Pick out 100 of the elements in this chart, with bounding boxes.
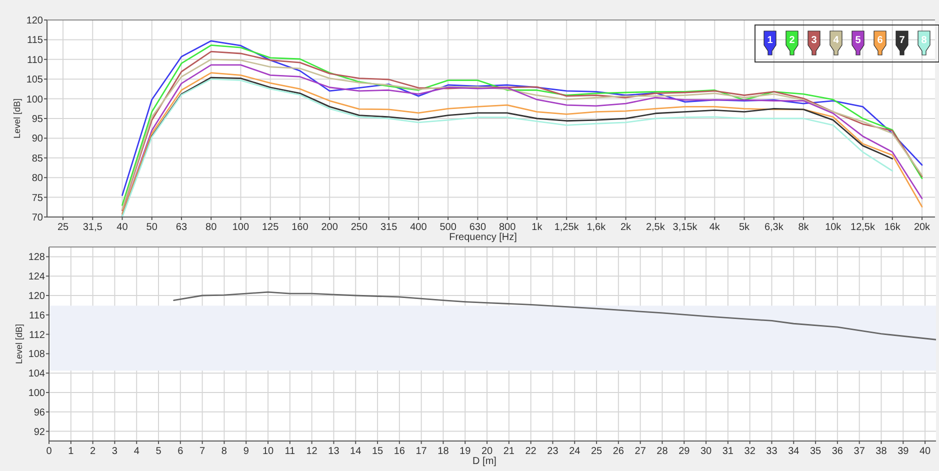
x-tick-label: 24 — [569, 446, 581, 457]
y-tick-label: 124 — [28, 272, 46, 283]
x-tick-label: 500 — [440, 222, 457, 233]
y-tick-label: 70 — [32, 212, 44, 224]
x-tick-label: 15 — [372, 446, 384, 457]
x-tick-label: 25 — [590, 446, 603, 457]
x-tick-label: 315 — [380, 222, 398, 233]
x-tick-label: 10 — [262, 446, 274, 457]
x-tick-label: 9 — [243, 446, 250, 457]
line-series — [173, 291, 936, 340]
x-tick-label: 29 — [678, 446, 690, 457]
text: 5 — [855, 35, 862, 46]
x-tick-label: 35 — [810, 446, 822, 457]
x-tick-label: 4k — [709, 222, 721, 233]
x-tick-label: 1 — [68, 446, 74, 457]
x-tick-label: 3 — [112, 446, 118, 457]
x-tick-label: 30 — [700, 446, 712, 457]
x-axis-title: Frequency [Hz] — [449, 232, 518, 243]
x-tick-label: 200 — [321, 222, 338, 233]
y-axis-title: Level [dB] — [12, 98, 22, 139]
x-tick-label: 10k — [825, 222, 842, 233]
y-tick-label: 92 — [34, 426, 46, 438]
y-tick-label: 96 — [34, 407, 46, 418]
text: 7 — [899, 35, 906, 46]
x-tick-label: 630 — [469, 222, 486, 233]
y-tick-label: 100 — [28, 388, 46, 399]
y-tick-label: 75 — [32, 192, 44, 204]
x-tick-label: 250 — [350, 222, 368, 233]
x-tick-label: 100 — [232, 222, 250, 233]
y-tick-label: 80 — [32, 173, 44, 184]
x-tick-label: 40 — [919, 446, 932, 457]
x-tick-label: 23 — [547, 446, 559, 457]
y-tick-label: 120 — [26, 16, 44, 26]
x-tick-label: 800 — [498, 222, 516, 233]
x-tick-label: 6,3k — [764, 222, 784, 233]
x-tick-label: 7 — [200, 446, 206, 457]
y-tick-label: 90 — [32, 134, 44, 145]
x-tick-label: 37 — [854, 446, 866, 457]
x-tick-label: 20k — [914, 222, 932, 233]
text: 4 — [833, 35, 840, 46]
x-tick-label: 5k — [738, 222, 751, 233]
y-tick-label: 112 — [29, 330, 46, 341]
x-tick-label: 28 — [656, 446, 668, 457]
x-tick-label: 1k — [532, 222, 544, 233]
x-tick-label: 26 — [612, 446, 624, 457]
x-tick-label: 36 — [832, 446, 844, 457]
x-tick-label: 8 — [221, 446, 228, 457]
y-tick-label: 110 — [27, 54, 44, 66]
x-tick-label: 12 — [306, 446, 318, 457]
x-tick-label: 11 — [284, 446, 296, 457]
text: 6 — [877, 35, 884, 46]
x-tick-label: 40 — [116, 222, 128, 233]
x-tick-label: 12,5k — [850, 222, 876, 233]
y-axis-title: Level [dB] — [14, 324, 24, 364]
x-tick-label: 5 — [156, 446, 162, 457]
text: 2 — [789, 35, 796, 46]
x-tick-label: 6 — [178, 446, 184, 457]
x-tick-label: 22 — [525, 446, 537, 457]
y-tick-label: 128 — [28, 252, 46, 264]
y-tick-label: 105 — [26, 74, 44, 86]
x-tick-label: 2k — [620, 222, 632, 233]
x-tick-label: 27 — [634, 446, 646, 457]
text: 1 — [767, 35, 774, 46]
x-tick-label: 13 — [328, 446, 340, 457]
x-tick-label: 1,25k — [554, 222, 580, 233]
x-tick-label: 32 — [744, 446, 756, 457]
y-tick-label: 100 — [26, 94, 44, 106]
x-tick-label: 17 — [416, 446, 428, 457]
x-tick-label: 31 — [722, 446, 734, 457]
y-tick-label: 95 — [32, 114, 44, 125]
y-tick-label: 104 — [28, 368, 46, 380]
x-tick-label: 160 — [292, 222, 309, 233]
text: 3 — [811, 35, 818, 46]
x-tick-label: 400 — [410, 222, 428, 233]
y-tick-label: 85 — [32, 153, 44, 164]
x-tick-label: 80 — [206, 222, 218, 233]
x-tick-label: 1,6k — [586, 222, 607, 233]
x-tick-label: 31,5 — [82, 222, 103, 233]
y-tick-label: 116 — [29, 310, 46, 322]
x-tick-label: 4 — [134, 446, 140, 457]
x-tick-label: 50 — [146, 222, 158, 233]
x-tick-label: 0 — [46, 446, 52, 457]
x-tick-label: 3,15k — [672, 222, 698, 233]
x-tick-label: 19 — [460, 446, 472, 457]
x-tick-label: 16k — [884, 222, 902, 233]
x-tick-label: 34 — [788, 446, 800, 457]
x-tick-label: 33 — [766, 446, 778, 457]
text: 8 — [921, 35, 928, 46]
x-tick-label: 16 — [394, 446, 406, 457]
x-tick-label: 14 — [350, 446, 362, 457]
x-tick-label: 2,5k — [646, 222, 666, 233]
y-tick-label: 108 — [28, 349, 46, 360]
x-axis-title: D [m] — [472, 456, 497, 467]
x-tick-label: 38 — [876, 446, 888, 457]
x-tick-label: 20 — [481, 446, 494, 457]
x-tick-label: 18 — [438, 446, 450, 457]
x-tick-label: 25 — [57, 222, 69, 233]
x-tick-label: 125 — [262, 222, 280, 233]
y-tick-label: 120 — [28, 291, 46, 302]
x-tick-label: 21 — [503, 446, 515, 457]
